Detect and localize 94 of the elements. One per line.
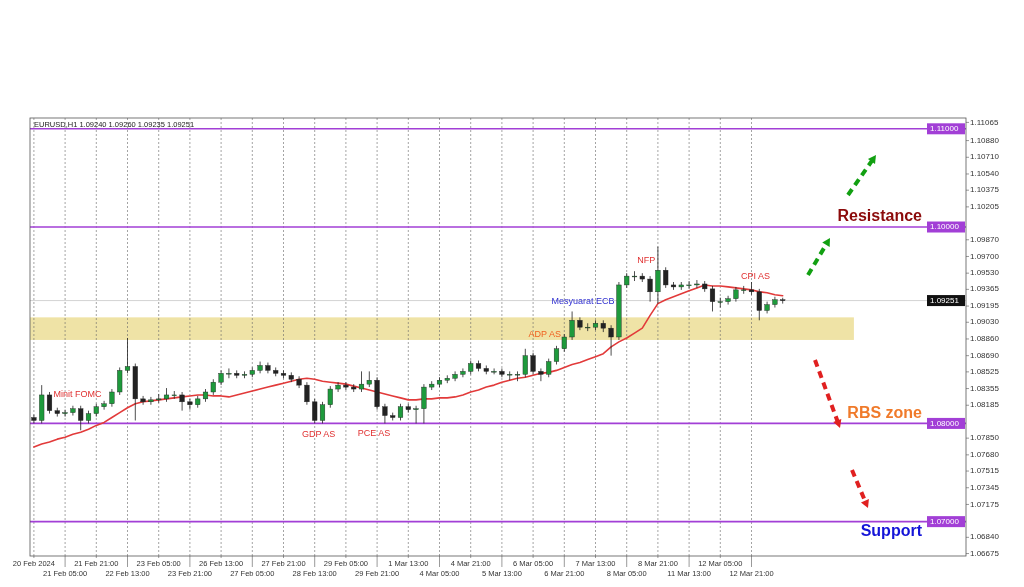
candlestick (140, 395, 146, 406)
ref-line-label: 1.07000 (930, 516, 960, 526)
candlestick (78, 405, 84, 431)
annotation: Minit FOMC (53, 389, 103, 400)
candlestick (241, 370, 248, 379)
text: RBS zone (847, 403, 923, 421)
candlestick (343, 381, 349, 391)
candlestick (663, 266, 669, 289)
y-tick-label: 1.10710 (970, 152, 1000, 162)
candlestick (717, 297, 723, 308)
candlestick (709, 285, 716, 312)
candlestick (507, 370, 513, 381)
candlestick (686, 280, 692, 290)
y-tick-label: 1.10205 (970, 201, 1000, 211)
y-tick-label: 1.08860 (970, 334, 1000, 344)
y-tick-label: 1.10880 (970, 135, 1000, 145)
y-tick-label: 1.09030 (970, 317, 1000, 327)
candlestick (179, 391, 185, 412)
candlestick (70, 405, 76, 416)
candlestick (413, 405, 419, 424)
y-tick-label: 1.11065 (970, 117, 999, 127)
candlestick (460, 368, 466, 378)
candlestick (117, 367, 123, 396)
y-tick-label: 1.09195 (970, 301, 1000, 311)
annotation: ADP AS (528, 329, 561, 340)
candlestick (101, 400, 107, 411)
text: Support (860, 522, 923, 540)
y-tick-label: 1.08355 (970, 383, 1000, 393)
candlestick (452, 370, 458, 382)
candlestick (62, 409, 68, 417)
line-series (33, 284, 784, 448)
candlestick (421, 383, 427, 424)
candlestick (499, 368, 505, 378)
annotation: Mesyuarat ECB (551, 296, 615, 307)
candlestick (171, 390, 177, 400)
candlestick (756, 288, 762, 321)
y-tick-label: 1.09530 (970, 268, 1000, 278)
candlestick (585, 322, 591, 332)
y-tick-label: 1.07175 (970, 499, 1000, 509)
candlestick (319, 401, 326, 424)
candlestick (530, 352, 536, 375)
y-tick-label: 1.09365 (970, 284, 1000, 294)
candlestick (312, 398, 318, 424)
candlestick (491, 368, 497, 375)
candlestick (382, 403, 388, 424)
candlestick (577, 316, 583, 331)
annotation: NFP (637, 254, 656, 265)
y-tick-label: 1.10540 (970, 169, 1000, 179)
candlestick (553, 345, 560, 365)
candlestick (748, 281, 755, 296)
text: Resistance (837, 206, 923, 224)
candlestick (358, 370, 365, 393)
candlestick (546, 358, 552, 378)
y-tick-label: 1.08525 (970, 366, 1000, 376)
candlestick (569, 311, 575, 341)
candlestick (725, 295, 731, 305)
ref-line-label: 1.10000 (930, 222, 960, 232)
candlestick (514, 370, 521, 382)
y-tick-label: 1.06840 (970, 532, 1000, 542)
y-tick-label: 1.07345 (970, 482, 1000, 492)
candlestick (124, 337, 131, 374)
candlestick (226, 368, 232, 379)
ref-line-label: 1.08000 (930, 418, 960, 428)
y-tick-label: 1.07680 (970, 449, 1000, 459)
candlestick (522, 348, 528, 378)
y-tick-label: 1.08690 (970, 350, 1000, 360)
candlestick (148, 396, 154, 406)
y-tick-label: 1.09870 (970, 234, 1000, 244)
y-tick-label: 1.07850 (970, 433, 1000, 443)
y-tick-label: 1.07515 (970, 466, 1000, 476)
candlestick (694, 279, 700, 289)
y-tick-label: 1.10375 (970, 185, 1000, 195)
y-tick-label: 1.09700 (970, 251, 1000, 261)
candlestick (296, 375, 302, 389)
annotation: CPI AS (740, 270, 770, 281)
candlestick (335, 381, 341, 393)
ref-line-label: 1.09251 (930, 295, 960, 305)
candlestick (187, 398, 193, 411)
candlestick (655, 246, 661, 305)
candlestick (327, 385, 333, 409)
candlestick (647, 275, 653, 303)
ref-line-label: 1.11000 (930, 123, 959, 133)
candlestick (772, 296, 778, 308)
annotation: PCE AS (357, 427, 391, 438)
y-tick-label: 1.06675 (970, 548, 1000, 558)
candlestick (46, 391, 53, 414)
candlestick (538, 368, 544, 382)
candlestick (608, 324, 614, 357)
candlestick (257, 361, 263, 374)
candlestick (741, 285, 747, 295)
annotation: GDP AS (301, 428, 336, 439)
y-tick-label: 1.08185 (970, 400, 1000, 410)
candlestick (304, 381, 310, 406)
candlestick (31, 414, 37, 424)
